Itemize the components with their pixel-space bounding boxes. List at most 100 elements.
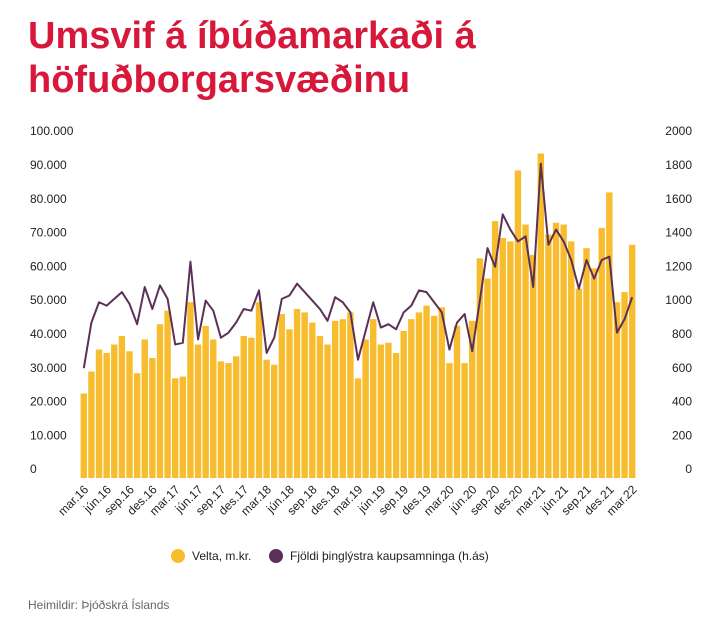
y2-tick-label: 800 — [672, 327, 692, 341]
y2-tick-label: 600 — [672, 361, 692, 375]
chart-title: höfuðborgarsvæðinu — [28, 59, 410, 101]
bar — [469, 320, 476, 478]
bar — [606, 192, 613, 478]
bar — [316, 336, 324, 478]
bar — [217, 361, 225, 478]
bar — [499, 238, 506, 478]
y2-tick-label: 0 — [685, 462, 692, 476]
bar — [575, 288, 583, 478]
bar — [522, 224, 529, 478]
bar — [271, 364, 278, 478]
bar — [164, 310, 171, 478]
y2-tick-label: 200 — [672, 428, 692, 442]
bar — [621, 292, 628, 478]
legend-marker — [269, 549, 283, 563]
y-tick-label: 20.000 — [30, 395, 67, 409]
y2-tick-label: 1000 — [665, 293, 692, 307]
bar — [453, 325, 461, 478]
bar — [354, 378, 362, 478]
bar — [248, 337, 255, 478]
bar — [179, 376, 187, 478]
bar — [613, 302, 621, 478]
bar — [149, 358, 156, 478]
bar — [339, 319, 346, 478]
y2-tick-label: 2000 — [665, 124, 692, 138]
y-tick-label: 10.000 — [30, 428, 67, 442]
bar — [133, 373, 141, 478]
bar — [194, 344, 202, 478]
y-tick-label: 30.000 — [30, 361, 67, 375]
bar — [240, 336, 247, 478]
bar — [225, 363, 232, 478]
bar — [88, 371, 95, 478]
bar — [118, 336, 126, 478]
bar — [202, 325, 209, 478]
y2-tick-label: 1200 — [665, 259, 692, 273]
bar — [446, 363, 453, 478]
bar — [103, 352, 110, 478]
bar — [415, 312, 423, 478]
y-tick-label: 70.000 — [30, 226, 67, 240]
bar — [347, 312, 354, 478]
bar — [187, 302, 194, 478]
bar — [545, 234, 552, 478]
chart-title: Umsvif á íbúðamarkaði á — [28, 15, 477, 57]
bar — [293, 309, 301, 478]
bar — [484, 278, 491, 478]
y2-tick-label: 1600 — [665, 192, 692, 206]
bar — [111, 344, 118, 478]
bar — [529, 254, 537, 478]
y2-tick-label: 1400 — [665, 226, 692, 240]
bar — [590, 268, 598, 478]
bar — [507, 241, 514, 478]
bar — [362, 339, 369, 478]
y-tick-label: 40.000 — [30, 327, 67, 341]
legend-marker — [171, 549, 185, 563]
bar — [400, 330, 407, 478]
bar — [568, 241, 575, 478]
bar — [385, 342, 392, 478]
bar — [430, 315, 438, 478]
y-tick-label: 80.000 — [30, 192, 67, 206]
legend-label: Velta, m.kr. — [192, 549, 251, 563]
bar — [95, 349, 103, 478]
bar — [278, 314, 286, 478]
bar — [232, 356, 240, 478]
bar — [514, 170, 522, 479]
bar — [80, 393, 88, 478]
bar — [141, 339, 148, 478]
bar — [210, 339, 217, 478]
bar — [598, 227, 605, 478]
y-tick-label: 50.000 — [30, 293, 67, 307]
bar — [537, 153, 544, 478]
y-tick-label: 90.000 — [30, 158, 67, 172]
bar — [309, 322, 316, 478]
bar — [491, 221, 499, 478]
y2-tick-label: 400 — [672, 395, 692, 409]
bar — [156, 324, 164, 478]
bar — [370, 319, 377, 478]
bar — [255, 302, 263, 478]
bar — [377, 344, 385, 478]
y-tick-label: 0 — [30, 462, 37, 476]
bar — [392, 352, 400, 478]
bar — [423, 305, 430, 478]
line — [82, 162, 634, 369]
bar — [461, 363, 468, 478]
y2-tick-label: 1800 — [665, 158, 692, 172]
bar — [476, 258, 484, 478]
bar — [408, 319, 415, 478]
bar — [583, 248, 590, 478]
bar — [552, 222, 560, 478]
bar — [438, 307, 445, 478]
y-tick-label: 100.000 — [30, 124, 74, 138]
bar — [263, 359, 270, 478]
source: Heimildir: Þjóðskrá Íslands — [28, 597, 169, 612]
bar — [126, 351, 133, 478]
bar — [301, 312, 308, 478]
bar — [560, 224, 567, 478]
bar — [324, 344, 331, 478]
y-tick-label: 60.000 — [30, 259, 67, 273]
legend-label: Fjöldi þinglýstra kaupsamninga (h.ás) — [290, 549, 489, 563]
